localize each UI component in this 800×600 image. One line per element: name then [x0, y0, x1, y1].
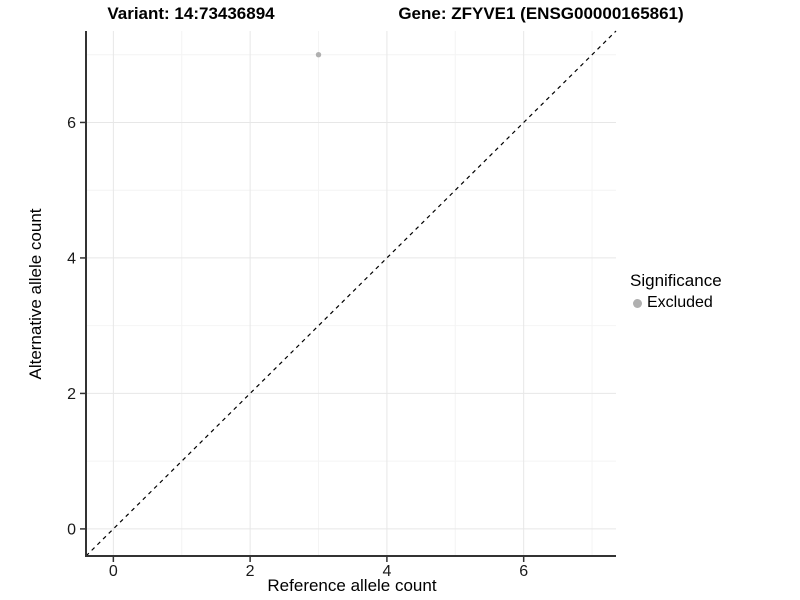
- x-tick-label: 6: [519, 563, 528, 580]
- legend-item-label: Excluded: [647, 294, 713, 311]
- y-tick-label: 0: [67, 521, 76, 538]
- x-tick-label: 2: [246, 563, 255, 580]
- gene-title: Gene: ZFYVE1 (ENSG00000165861): [398, 4, 684, 23]
- identity-line: [85, 30, 617, 557]
- excluded-marker-icon: [633, 298, 642, 308]
- x-tick-label: 0: [109, 563, 118, 580]
- y-tick-label: 2: [67, 386, 76, 403]
- legend-title: Significance: [630, 271, 722, 290]
- legend-item-excluded: Excluded: [630, 294, 722, 312]
- legend: Significance Excluded: [630, 271, 722, 312]
- x-tick-label: 4: [382, 563, 391, 580]
- y-tick-label: 6: [67, 115, 76, 132]
- variant-title: Variant: 14:73436894: [107, 4, 275, 23]
- x-axis-title: Reference allele count: [267, 576, 437, 595]
- y-tick-label: 4: [67, 250, 76, 267]
- data-point: [315, 52, 322, 58]
- y-axis-title: Alternative allele count: [26, 208, 45, 380]
